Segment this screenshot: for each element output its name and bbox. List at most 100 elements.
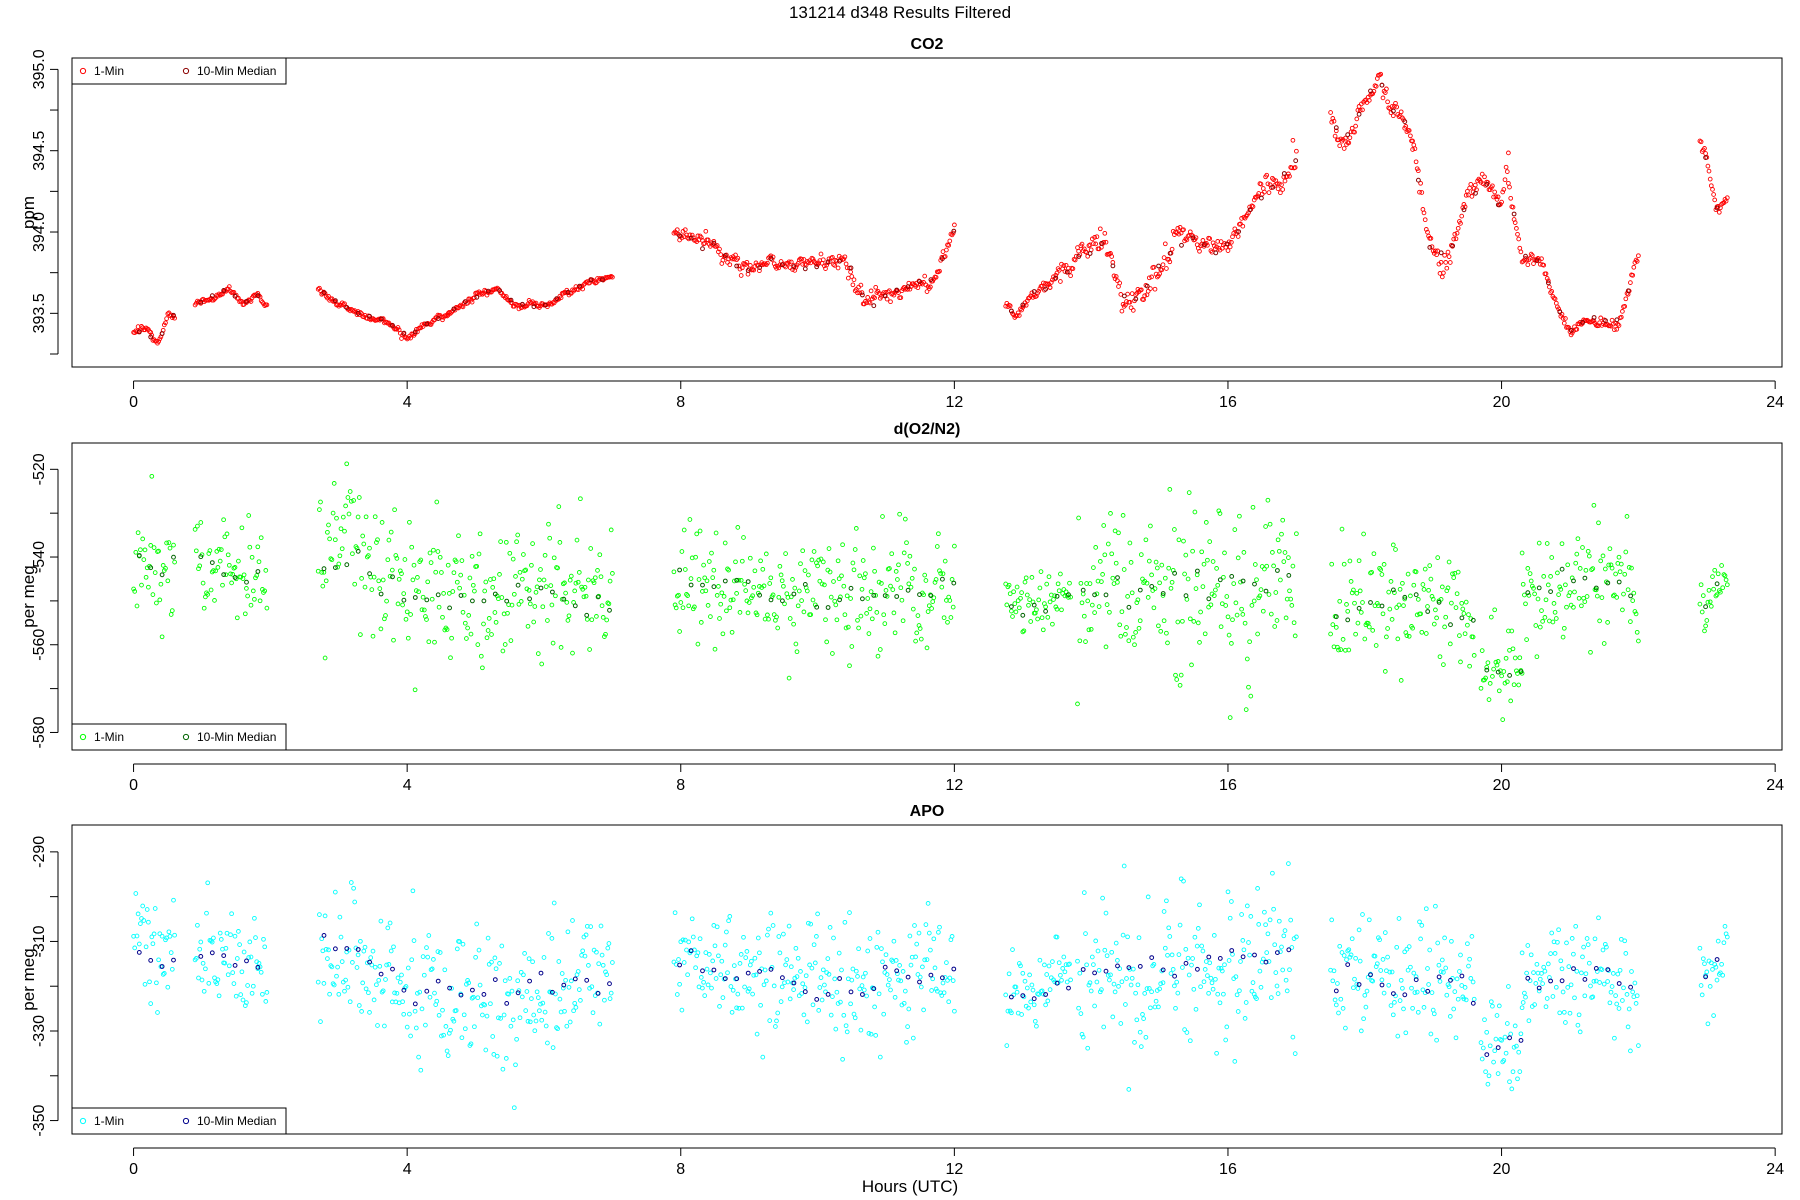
one-min-point — [948, 615, 954, 620]
one-min-point — [157, 597, 163, 603]
median-point — [1149, 584, 1155, 589]
one-min-point — [386, 537, 392, 543]
median-point — [1054, 593, 1060, 599]
one-min-point — [413, 588, 419, 593]
median-point — [1614, 317, 1620, 323]
one-min-point — [375, 1023, 380, 1028]
one-min-point — [580, 286, 586, 292]
one-min-point — [415, 575, 420, 580]
one-min-point — [910, 1035, 916, 1041]
one-min-point — [163, 320, 168, 326]
one-min-point — [1373, 84, 1379, 89]
one-min-point — [876, 579, 882, 585]
one-min-point — [769, 257, 775, 262]
one-min-point — [1705, 1021, 1711, 1027]
one-min-point — [947, 598, 953, 603]
one-min-point — [1276, 918, 1282, 924]
one-min-point — [1357, 588, 1363, 594]
one-min-point — [200, 960, 206, 966]
one-min-point — [1425, 604, 1430, 609]
one-min-point — [215, 977, 221, 983]
median-point — [458, 593, 464, 598]
median-point — [1252, 952, 1257, 958]
one-min-point — [695, 950, 701, 956]
one-min-point — [1064, 979, 1070, 985]
one-min-point — [1198, 609, 1203, 615]
one-min-point — [454, 946, 460, 952]
one-min-point — [530, 541, 535, 546]
one-min-point — [1337, 143, 1343, 149]
one-min-point — [1395, 636, 1401, 642]
one-min-point — [1222, 962, 1227, 968]
one-min-point — [701, 562, 706, 568]
one-min-point — [529, 996, 534, 1001]
one-min-point — [1164, 898, 1169, 904]
one-min-point — [237, 942, 242, 947]
one-min-point — [926, 603, 932, 609]
one-min-point — [787, 616, 793, 621]
one-min-point — [693, 965, 698, 971]
one-min-point — [1516, 236, 1522, 242]
one-min-point — [794, 974, 800, 979]
one-min-point — [781, 931, 786, 937]
one-min-point — [1361, 531, 1366, 537]
median-point — [1333, 988, 1339, 994]
one-min-point — [1338, 647, 1344, 652]
median-point — [1229, 574, 1235, 579]
one-min-point — [556, 504, 562, 509]
median-point — [1275, 568, 1280, 573]
one-min-point — [1413, 974, 1419, 980]
median-point — [1459, 615, 1465, 621]
one-min-point — [1490, 674, 1495, 679]
one-min-point — [917, 974, 923, 980]
one-min-point — [516, 988, 522, 993]
one-min-point — [1567, 1010, 1573, 1016]
one-min-point — [369, 587, 375, 592]
one-min-point — [252, 915, 257, 921]
one-min-point — [1102, 230, 1108, 236]
median-point — [600, 277, 605, 283]
one-min-point — [1079, 600, 1085, 606]
median-point — [700, 968, 705, 974]
one-min-point — [478, 653, 484, 659]
one-min-point — [705, 982, 711, 988]
one-min-point — [236, 929, 241, 934]
one-min-point — [680, 937, 686, 943]
one-min-point — [709, 985, 714, 991]
median-point — [244, 579, 249, 585]
median-point — [1240, 578, 1246, 584]
one-min-point — [686, 939, 692, 945]
one-min-point — [1571, 951, 1576, 957]
one-min-point — [1168, 585, 1174, 591]
one-min-point — [1169, 952, 1175, 958]
one-min-point — [562, 580, 567, 586]
one-min-point — [1533, 981, 1539, 986]
median-point — [1172, 973, 1177, 979]
one-min-point — [1380, 95, 1386, 101]
one-min-point — [323, 578, 329, 584]
one-min-point — [1442, 935, 1447, 941]
one-min-point — [1502, 177, 1508, 183]
one-min-point — [850, 966, 856, 972]
median-point — [538, 585, 544, 591]
median-point — [1714, 581, 1720, 587]
one-min-point — [1454, 230, 1460, 236]
one-min-point — [1132, 642, 1137, 648]
one-min-point — [1084, 962, 1089, 968]
one-min-point — [1385, 626, 1390, 631]
one-min-point — [589, 984, 595, 990]
one-min-point — [142, 547, 148, 553]
one-min-point — [1118, 1021, 1124, 1026]
one-min-point — [788, 594, 794, 600]
one-min-point — [1289, 603, 1295, 608]
one-min-point — [1496, 1003, 1502, 1009]
one-min-point — [1571, 604, 1576, 610]
one-min-point — [231, 981, 237, 986]
one-min-point — [159, 933, 165, 939]
median-point — [780, 598, 785, 604]
one-min-point — [1491, 1059, 1496, 1065]
median-point — [1356, 982, 1362, 987]
one-min-point — [1029, 982, 1035, 988]
one-min-point — [531, 1012, 537, 1018]
one-min-point — [1211, 933, 1217, 938]
